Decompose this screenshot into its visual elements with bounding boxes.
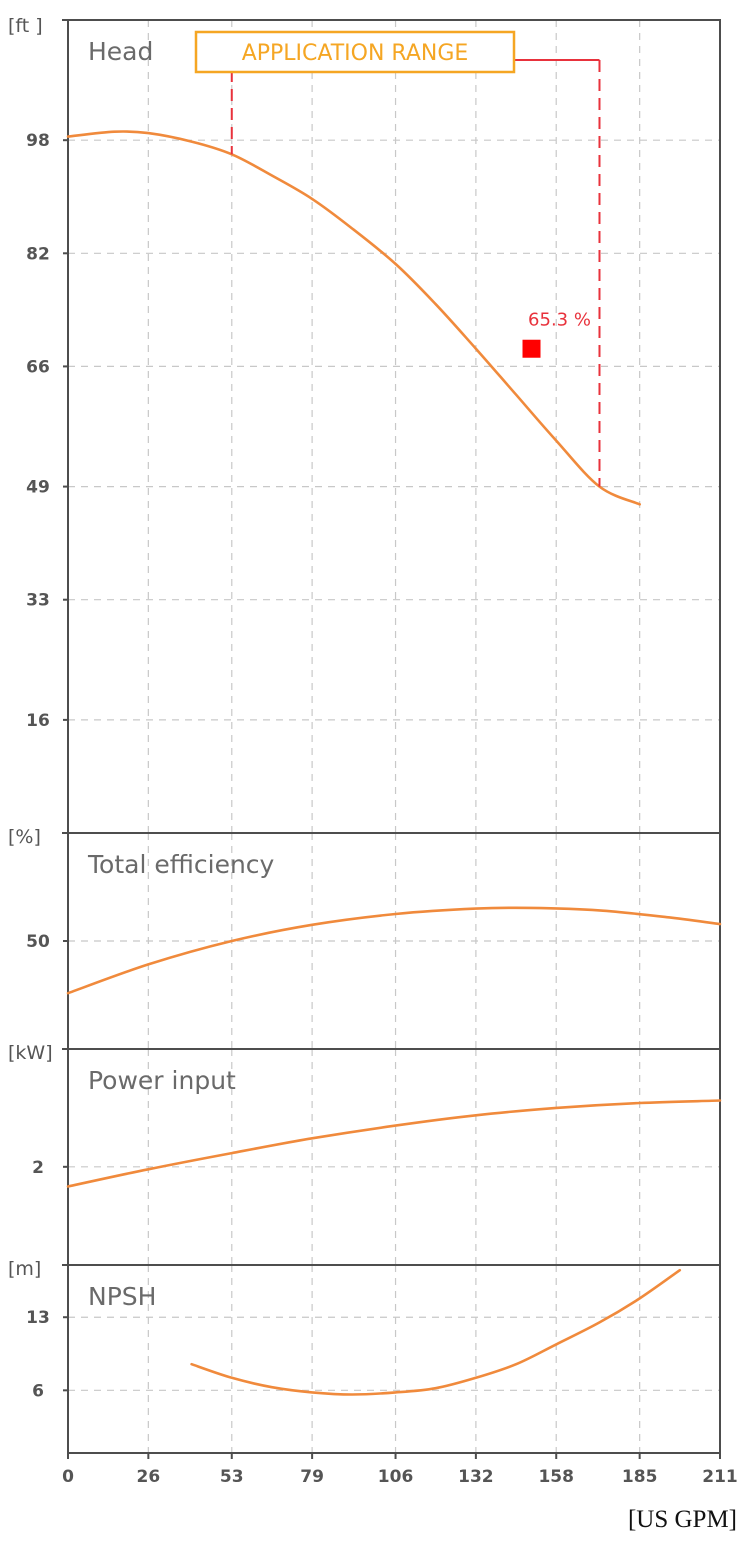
x-tick-label-5: 132 (458, 1467, 494, 1487)
head-unit-label: [ft ] (8, 15, 43, 37)
head-ytick-label-0: 16 (26, 711, 50, 731)
x-tick-label-3: 79 (300, 1467, 324, 1487)
npsh-ytick-label-0: 6 (32, 1381, 44, 1401)
head-panel-title: Head (88, 37, 153, 66)
power-ytick-label-0: 2 (32, 1158, 44, 1178)
npsh-panel-title: NPSH (88, 1282, 156, 1311)
npsh-panel-frame (67, 1264, 721, 1454)
npsh-unit-label: [m] (8, 1258, 41, 1280)
application-range-label: APPLICATION RANGE (242, 41, 469, 66)
x-tick-label-8: 211 (702, 1467, 738, 1487)
head-panel-frame (67, 19, 721, 834)
power-panel-title: Power input (88, 1066, 236, 1095)
efficiency-panel-title: Total efficiency (87, 850, 275, 879)
x-tick-label-0: 0 (62, 1467, 74, 1487)
x-tick-label-7: 185 (622, 1467, 658, 1487)
x-tick-label-1: 26 (137, 1467, 161, 1487)
head-ytick-label-3: 66 (26, 357, 50, 377)
npsh-ytick-label-1: 13 (26, 1308, 50, 1328)
head-curve-line (66, 130, 641, 506)
power-unit-label: [kW] (8, 1042, 53, 1064)
application-range-box (194, 30, 516, 74)
best-efficiency-marker (522, 339, 541, 358)
efficiency-ytick-label-0: 50 (26, 932, 50, 952)
x-tick-label-6: 158 (538, 1467, 574, 1487)
power-curve-line (66, 1099, 722, 1188)
x-tick-label-2: 53 (220, 1467, 244, 1487)
efficiency-curve-line (66, 906, 722, 995)
best-efficiency-label: 65.3 % (528, 310, 591, 331)
head-ytick-label-1: 33 (26, 591, 50, 611)
head-ytick-label-5: 98 (26, 131, 50, 151)
npsh-curve-line (190, 1268, 682, 1396)
x-axis-unit: [US GPM] (628, 1506, 737, 1533)
head-ytick-label-4: 82 (26, 244, 50, 264)
head-ytick-label-2: 49 (26, 478, 50, 498)
efficiency-unit-label: [%] (8, 826, 41, 848)
x-tick-label-4: 106 (378, 1467, 414, 1487)
